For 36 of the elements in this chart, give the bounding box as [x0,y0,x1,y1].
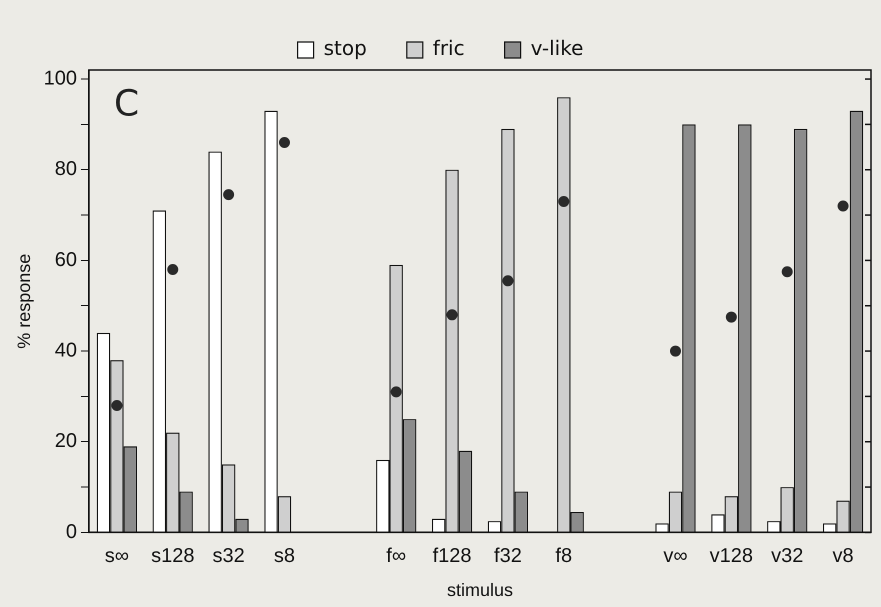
point [502,275,514,286]
x-tick-label: f128 [432,544,472,567]
point [446,309,458,320]
x-tick-label: s∞ [104,544,130,567]
y-tick-label: 40 [54,340,77,362]
y-axis-title: % response [14,254,34,349]
x-axis-title: stimulus [446,580,513,600]
y-tick-label: 80 [54,158,77,180]
point [111,400,122,411]
x-tick-label: s8 [274,544,296,567]
x-tick-label: f8 [555,544,572,567]
x-tick-label: f32 [494,544,522,567]
legend-label: v-like [530,36,584,60]
point [558,196,570,207]
x-tick-label: s128 [151,544,194,567]
annotation: C [114,83,140,124]
y-tick-label: 100 [44,68,77,90]
point [782,266,793,278]
point [670,346,681,357]
y-tick-label: 20 [54,430,77,452]
point [390,386,402,398]
point [278,137,290,148]
point [838,200,849,212]
x-tick-label: v8 [832,544,854,567]
legend-label: fric [432,36,465,60]
point [223,189,234,200]
point [167,264,178,275]
point [726,312,737,323]
x-tick-label: s32 [212,544,245,567]
x-tick-label: v32 [771,544,804,567]
x-tick-label: v∞ [663,544,688,567]
y-tick-label: 60 [54,248,77,271]
legend-label: stop [324,36,367,60]
x-tick-label: v128 [710,544,754,567]
x-tick-label: f∞ [386,544,406,567]
y-tick-label: 0 [66,520,77,543]
